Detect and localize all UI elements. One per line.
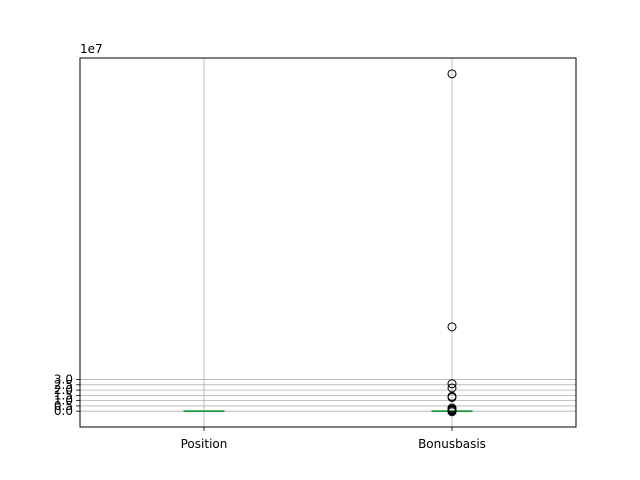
- y-tick-label: 2.5: [54, 378, 73, 392]
- x-axis-ticks: Position Bonusbasis: [181, 427, 486, 451]
- y-tick-label: 0.0: [54, 404, 73, 418]
- outlier-point: [447, 379, 457, 389]
- x-tick-label: Position: [181, 437, 228, 451]
- y-tick-label: 0.5: [54, 399, 73, 413]
- outlier-point: [447, 69, 457, 79]
- y-offset-label: 1e7: [80, 42, 103, 56]
- y-axis-ticks: 0.00.51.01.52.02.53.0: [54, 373, 80, 418]
- y-tick-label: 3.0: [54, 373, 73, 387]
- grid-layer: [80, 58, 576, 427]
- outlier-point: [447, 322, 457, 332]
- outlier-point: [447, 392, 457, 402]
- axes-frame: [79, 57, 577, 428]
- x-tick-label: Bonusbasis: [418, 437, 486, 451]
- y-tick-label: 1.5: [54, 388, 73, 402]
- outlier-layer: [447, 69, 457, 417]
- y-tick-label: 1.0: [54, 394, 73, 408]
- y-tick-label: 2.0: [54, 383, 73, 397]
- outlier-point: [447, 407, 457, 417]
